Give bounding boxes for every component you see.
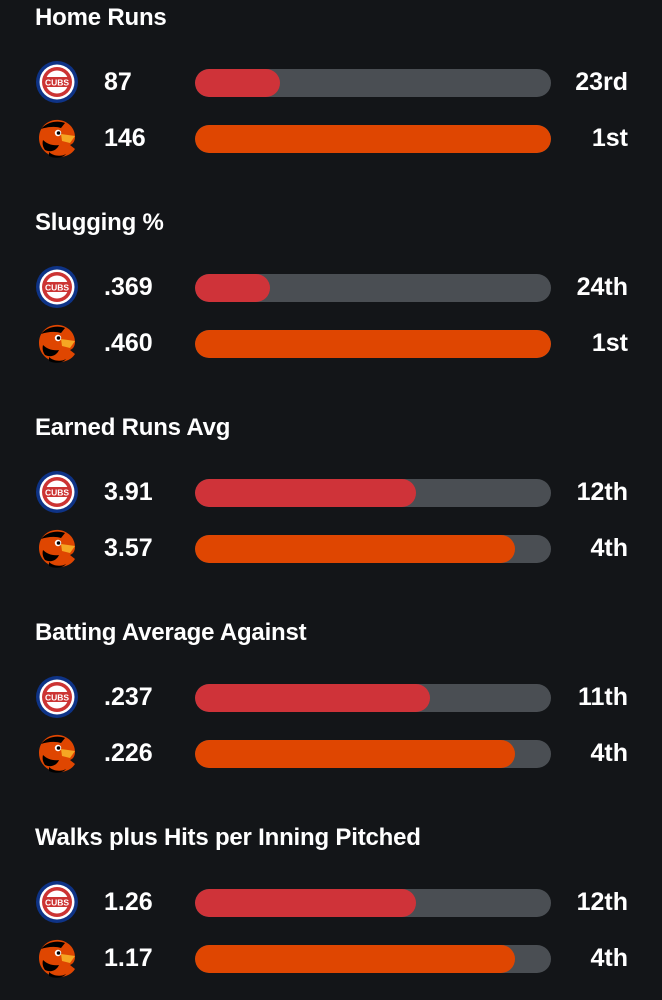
stat-bar-track — [195, 684, 551, 712]
stat-value: .226 — [104, 739, 153, 767]
stat-bar-fill — [195, 69, 281, 97]
orioles-logo-icon — [35, 526, 79, 570]
orioles-logo-icon — [35, 936, 79, 980]
stat-value: .237 — [104, 683, 153, 711]
cubs-logo-icon: CUBS — [35, 60, 79, 104]
stat-bar-fill — [195, 945, 516, 973]
stat-bar-fill — [195, 479, 416, 507]
league-rank: 4th — [590, 534, 629, 562]
stat-value: 1.26 — [104, 888, 153, 916]
league-rank: 12th — [576, 888, 628, 916]
stat-value: 3.91 — [104, 478, 153, 506]
league-rank: 24th — [576, 273, 628, 301]
cubs-logo-icon: CUBS — [35, 880, 79, 924]
cubs-logo-text: CUBS — [45, 283, 69, 293]
stat-bar-track — [195, 740, 551, 768]
team-stat-row-orioles: 146 1st — [0, 114, 662, 162]
team-stat-row-orioles: .460 1st — [0, 319, 662, 367]
league-rank: 23rd — [575, 68, 628, 96]
team-stat-row-orioles: 1.17 4th — [0, 934, 662, 982]
stat-bar-track — [195, 479, 551, 507]
league-rank: 4th — [590, 739, 629, 767]
cubs-logo-icon: CUBS — [35, 265, 79, 309]
orioles-logo-icon — [35, 321, 79, 365]
stat-title: Batting Average Against — [35, 619, 307, 646]
cubs-logo-text: CUBS — [45, 898, 69, 908]
stat-section: Walks plus Hits per Inning Pitched CUBS 1.… — [0, 820, 662, 1000]
stat-bar-track — [195, 125, 551, 153]
team-stat-row-cubs: CUBS 3.91 12th — [0, 468, 662, 516]
stat-value: .369 — [104, 273, 153, 301]
stat-bar-track — [195, 945, 551, 973]
team-stat-row-cubs: CUBS 87 23rd — [0, 58, 662, 106]
stat-title: Earned Runs Avg — [35, 414, 231, 441]
stat-bar-fill — [195, 330, 551, 358]
orioles-logo-icon — [35, 731, 79, 775]
stat-section: Batting Average Against CUBS .237 11th .226 4… — [0, 615, 662, 820]
cubs-logo-text: CUBS — [45, 78, 69, 88]
stat-bar-track — [195, 274, 551, 302]
stat-value: 146 — [104, 124, 146, 152]
team-stat-row-cubs: CUBS .237 11th — [0, 673, 662, 721]
league-rank: 12th — [576, 478, 628, 506]
stat-value: 3.57 — [104, 534, 153, 562]
team-stat-row-cubs: CUBS .369 24th — [0, 263, 662, 311]
stat-title: Slugging % — [35, 209, 164, 236]
stat-value: 1.17 — [104, 944, 153, 972]
cubs-logo-icon: CUBS — [35, 675, 79, 719]
team-stat-row-cubs: CUBS 1.26 12th — [0, 878, 662, 926]
team-stat-row-orioles: 3.57 4th — [0, 524, 662, 572]
stat-section: Slugging % CUBS .369 24th .460 1st — [0, 205, 662, 410]
orioles-logo-icon — [35, 116, 79, 160]
stat-bar-fill — [195, 535, 516, 563]
stat-value: 87 — [104, 68, 132, 96]
stat-bar-fill — [195, 125, 551, 153]
stat-bar-track — [195, 69, 551, 97]
team-stat-row-orioles: .226 4th — [0, 729, 662, 777]
cubs-logo-text: CUBS — [45, 488, 69, 498]
league-rank: 4th — [590, 944, 629, 972]
stat-bar-fill — [195, 274, 270, 302]
stat-bar-track — [195, 535, 551, 563]
stat-value: .460 — [104, 329, 153, 357]
stat-section: Home Runs CUBS 87 23rd 146 1st — [0, 0, 662, 205]
stat-bar-fill — [195, 740, 516, 768]
cubs-logo-icon: CUBS — [35, 470, 79, 514]
stat-title: Walks plus Hits per Inning Pitched — [35, 824, 421, 851]
stat-title: Home Runs — [35, 4, 167, 31]
stat-bar-track — [195, 889, 551, 917]
stat-section: Earned Runs Avg CUBS 3.91 12th 3.57 4th — [0, 410, 662, 615]
stat-bar-fill — [195, 889, 416, 917]
league-rank: 1st — [591, 329, 628, 357]
stat-bar-track — [195, 330, 551, 358]
stat-bar-fill — [195, 684, 430, 712]
league-rank: 11th — [577, 683, 628, 711]
league-rank: 1st — [591, 124, 628, 152]
cubs-logo-text: CUBS — [45, 693, 69, 703]
